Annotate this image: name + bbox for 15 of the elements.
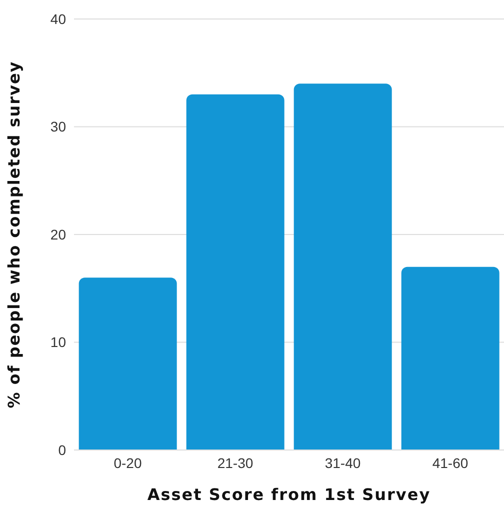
bar [294, 84, 392, 450]
bar [78, 278, 177, 450]
x-tick-label: 21-30 [217, 454, 254, 471]
y-tick-label: 40 [50, 10, 66, 27]
x-axis-title: Asset Score from 1st Survey [147, 485, 431, 504]
y-tick-label: 10 [50, 334, 66, 350]
y-tick-label: 20 [50, 226, 66, 242]
y-tick-label: 0 [58, 442, 66, 458]
x-tick-label: 41-60 [432, 454, 468, 471]
x-tick-label: 31-40 [324, 454, 361, 471]
bar [186, 94, 284, 450]
y-tick-label: 30 [50, 118, 66, 135]
y-axis-title: % of people who completed survey [4, 60, 24, 408]
bar [401, 266, 500, 450]
x-tick-label: 0-20 [114, 454, 142, 471]
